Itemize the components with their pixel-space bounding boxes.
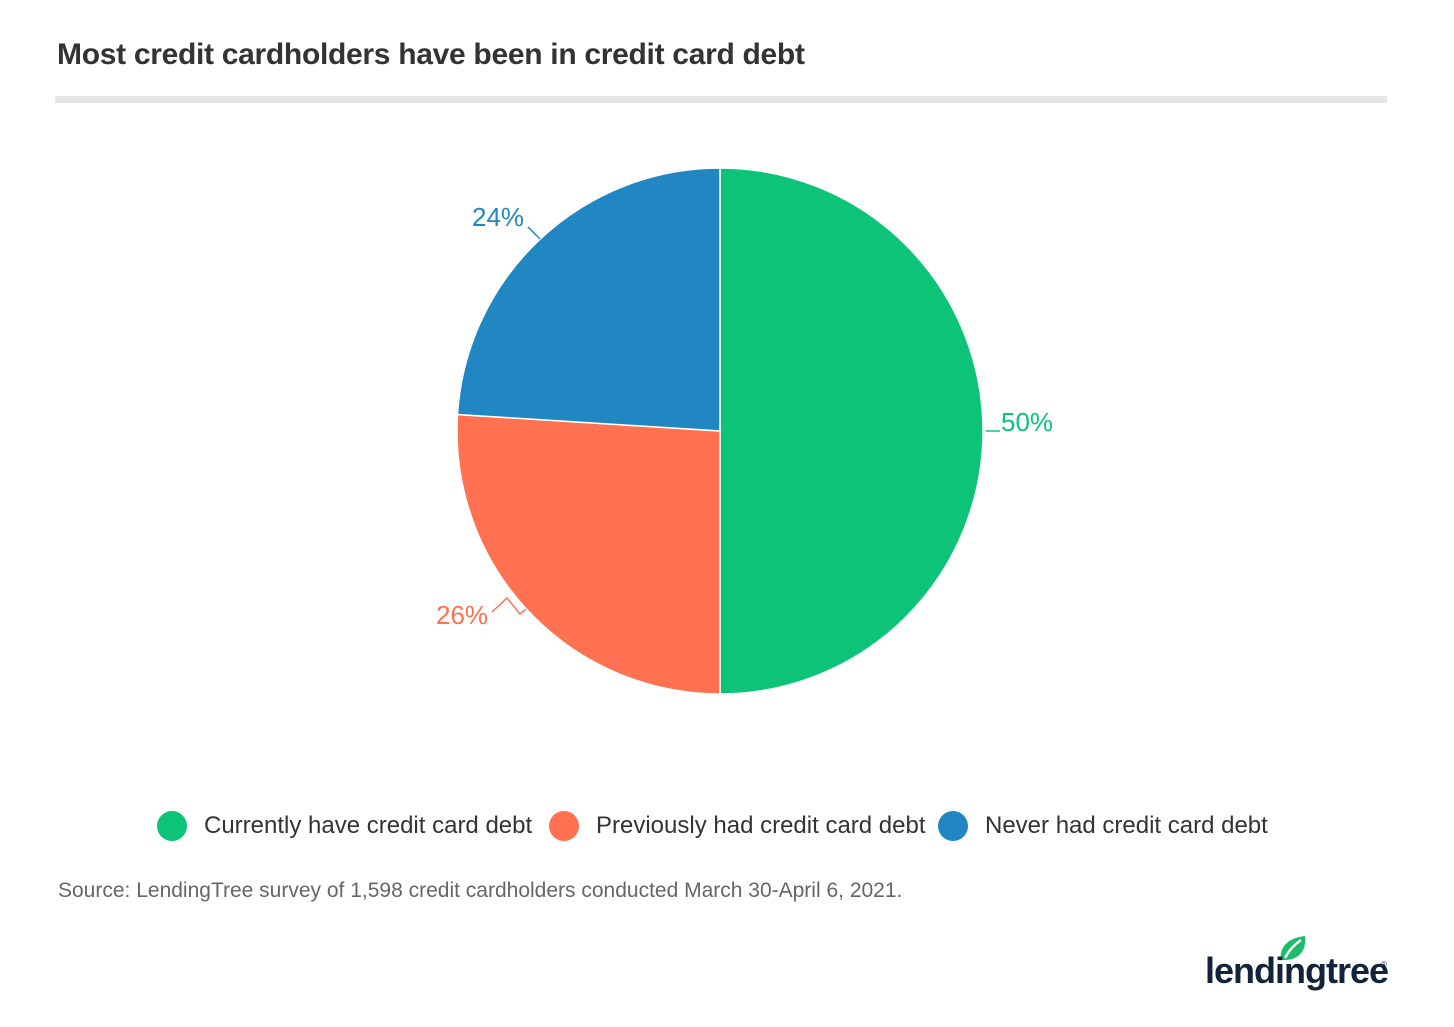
slice-previous (456, 413, 721, 695)
data-label-previous: 26% (436, 600, 488, 630)
leaf-icon (1280, 936, 1306, 960)
data-label-current: 50% (1001, 407, 1053, 437)
logo-wordmark: lendingtree (1205, 950, 1389, 991)
legend-label: Previously had credit card debt (596, 812, 926, 839)
data-label-never: 24% (472, 202, 524, 232)
legend-dot-previous-icon (549, 811, 579, 841)
slice-current (719, 167, 984, 695)
registered-mark: ® (1381, 960, 1387, 969)
legend-item-current: Currently have credit card debt (157, 806, 532, 846)
legend-label: Currently have credit card debt (204, 812, 533, 839)
source-note: Source: LendingTree survey of 1,598 cred… (58, 879, 903, 902)
legend-dot-never-icon (938, 811, 968, 841)
legend-label: Never had credit card debt (985, 812, 1268, 839)
legend: Currently have credit card debt Previous… (0, 806, 1454, 846)
legend-item-never: Never had credit card debt (938, 806, 1268, 846)
leader-line-never (527, 226, 541, 240)
legend-item-previous: Previously had credit card debt (549, 806, 926, 846)
lendingtree-logo: lendingtree ® (1205, 936, 1390, 992)
title-divider (55, 96, 1387, 103)
chart-title: Most credit cardholders have been in cre… (57, 38, 805, 71)
legend-dot-current-icon (157, 811, 187, 841)
slice-never (456, 167, 721, 432)
leader-line-previous (491, 596, 527, 616)
